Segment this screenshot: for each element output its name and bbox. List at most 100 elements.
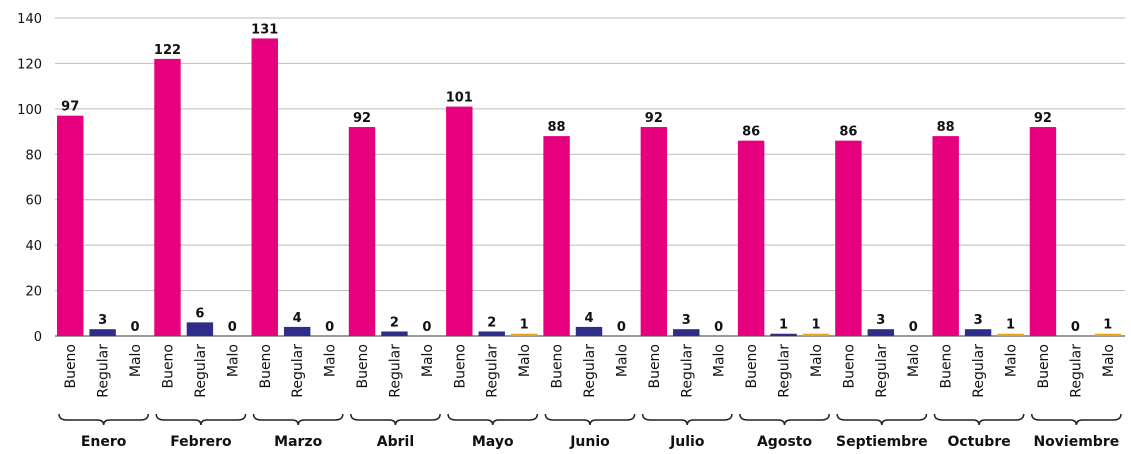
bar bbox=[997, 333, 1024, 336]
x-tick-label: Regular bbox=[777, 344, 793, 398]
bar bbox=[251, 38, 278, 336]
value-label: 4 bbox=[293, 311, 302, 326]
value-label: 2 bbox=[487, 315, 496, 330]
category-label: Mayo bbox=[472, 434, 514, 450]
bar bbox=[802, 333, 830, 336]
value-label: 122 bbox=[154, 43, 181, 58]
bar bbox=[835, 140, 862, 336]
value-label: 86 bbox=[839, 125, 857, 140]
value-label: 101 bbox=[446, 91, 473, 106]
value-label: 97 bbox=[61, 100, 79, 115]
category-label: Octubre bbox=[947, 434, 1010, 450]
value-label: 0 bbox=[617, 320, 626, 335]
x-tick-label: Regular bbox=[1068, 344, 1084, 398]
category-label: Febrero bbox=[170, 434, 232, 450]
brace bbox=[1030, 413, 1122, 426]
x-tick-label: Regular bbox=[387, 344, 403, 398]
value-label: 92 bbox=[353, 111, 371, 126]
value-label: 1 bbox=[1103, 318, 1112, 333]
brace bbox=[544, 413, 636, 426]
bar bbox=[673, 329, 700, 336]
value-label: 0 bbox=[131, 320, 140, 335]
y-tick-label: 140 bbox=[17, 12, 42, 27]
x-tick-label: Bueno bbox=[841, 344, 857, 389]
category-label: Septiembre bbox=[836, 434, 928, 450]
bar bbox=[867, 329, 895, 336]
category-label: Julio bbox=[669, 434, 705, 450]
value-label: 4 bbox=[584, 311, 593, 326]
value-label: 3 bbox=[98, 313, 107, 328]
y-tick-label: 20 bbox=[25, 285, 42, 300]
x-tick-label: Malo bbox=[906, 344, 922, 377]
value-label: 92 bbox=[645, 111, 663, 126]
brace bbox=[933, 413, 1025, 426]
value-label: 1 bbox=[811, 318, 820, 333]
brace bbox=[739, 413, 830, 426]
x-tick-label: Regular bbox=[485, 344, 501, 398]
bar bbox=[478, 331, 505, 336]
value-label: 3 bbox=[974, 313, 983, 328]
category-label: Junio bbox=[569, 434, 610, 450]
bar bbox=[964, 329, 992, 336]
y-tick-label: 120 bbox=[17, 57, 42, 72]
value-label: 0 bbox=[714, 320, 723, 335]
x-tick-label: Bueno bbox=[1036, 344, 1052, 389]
x-tick-label: Regular bbox=[290, 344, 306, 398]
x-tick-label: Regular bbox=[971, 344, 987, 398]
x-tick-label: Malo bbox=[809, 344, 825, 377]
y-tick-label: 40 bbox=[25, 239, 42, 254]
x-tick-label: Bueno bbox=[647, 344, 663, 389]
value-label: 88 bbox=[937, 120, 955, 135]
category-label: Abril bbox=[377, 434, 414, 450]
bar bbox=[446, 106, 473, 336]
x-tick-label: Regular bbox=[193, 344, 209, 398]
x-tick-label: Malo bbox=[1004, 344, 1020, 377]
bar bbox=[932, 136, 959, 336]
x-tick-label: Regular bbox=[874, 344, 890, 398]
value-label: 88 bbox=[548, 120, 566, 135]
x-tick-label: Regular bbox=[679, 344, 695, 398]
value-label: 3 bbox=[876, 313, 885, 328]
bar bbox=[57, 115, 84, 337]
x-tick-label: Bueno bbox=[550, 344, 566, 389]
value-label: 0 bbox=[1071, 320, 1080, 335]
x-tick-label: Bueno bbox=[452, 344, 468, 389]
bar bbox=[381, 331, 408, 336]
x-tick-label: Bueno bbox=[355, 344, 371, 389]
y-tick-label: 100 bbox=[17, 103, 42, 118]
value-label: 86 bbox=[742, 125, 760, 140]
brace bbox=[350, 413, 441, 426]
value-label: 1 bbox=[779, 318, 788, 333]
value-label: 0 bbox=[325, 320, 334, 335]
x-tick-label: Malo bbox=[712, 344, 728, 377]
brace bbox=[641, 413, 733, 426]
bar bbox=[770, 333, 797, 336]
x-tick-label: Bueno bbox=[63, 344, 79, 389]
y-tick-label: 60 bbox=[25, 194, 42, 209]
brace bbox=[836, 413, 928, 426]
y-tick-label: 0 bbox=[34, 330, 42, 345]
x-tick-label: Malo bbox=[614, 344, 630, 377]
x-tick-label: Malo bbox=[225, 344, 241, 377]
value-label: 0 bbox=[909, 320, 918, 335]
x-tick-label: Bueno bbox=[939, 344, 955, 389]
bar bbox=[283, 326, 311, 336]
value-label: 92 bbox=[1034, 111, 1052, 126]
category-label: Agosto bbox=[757, 434, 813, 450]
x-tick-label: Malo bbox=[1101, 344, 1117, 377]
x-tick-label: Bueno bbox=[744, 344, 760, 389]
value-label: 2 bbox=[390, 315, 399, 330]
x-tick-label: Bueno bbox=[160, 344, 176, 389]
value-label: 3 bbox=[682, 313, 691, 328]
value-label: 1 bbox=[520, 318, 529, 333]
x-tick-label: Malo bbox=[420, 344, 436, 377]
x-tick-label: Bueno bbox=[258, 344, 274, 389]
x-tick-label: Regular bbox=[96, 344, 112, 398]
brace bbox=[252, 413, 344, 426]
brace bbox=[155, 413, 247, 426]
brace bbox=[58, 413, 150, 426]
category-label: Noviembre bbox=[1033, 434, 1119, 450]
value-label: 1 bbox=[1006, 318, 1015, 333]
bar bbox=[89, 329, 116, 336]
bar bbox=[575, 326, 603, 336]
